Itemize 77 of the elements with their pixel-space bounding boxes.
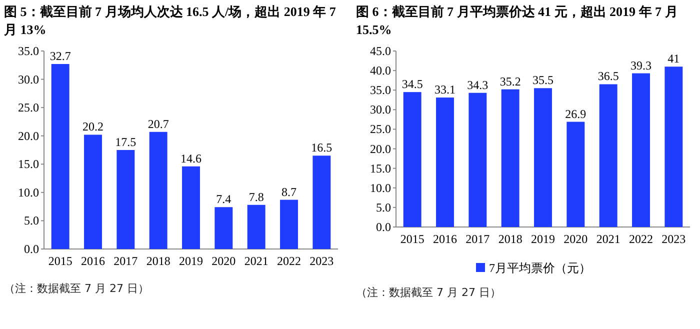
x-tick-label: 2021 bbox=[244, 254, 268, 268]
data-label: 39.3 bbox=[630, 58, 652, 72]
x-tick-label: 2021 bbox=[596, 232, 620, 246]
bar bbox=[664, 66, 683, 227]
x-tick-label: 2019 bbox=[179, 254, 203, 268]
data-label: 20.7 bbox=[148, 116, 169, 131]
x-tick-label: 2019 bbox=[531, 232, 555, 246]
data-label: 33.1 bbox=[434, 82, 456, 97]
bar bbox=[599, 84, 618, 227]
x-tick-label: 2015 bbox=[400, 232, 424, 246]
text: （注：数据截至 7 月 27 日） bbox=[356, 285, 502, 300]
bar bbox=[468, 92, 487, 227]
x-tick-label: 2023 bbox=[662, 232, 686, 246]
data-label: 26.9 bbox=[565, 106, 586, 121]
x-tick-label: 2023 bbox=[310, 254, 334, 268]
y-tick-label: 35.0 bbox=[370, 83, 391, 98]
x-tick-label: 2018 bbox=[146, 254, 170, 268]
data-label: 32.7 bbox=[50, 49, 71, 64]
y-tick-label: 40.0 bbox=[370, 64, 391, 78]
bar bbox=[566, 122, 585, 227]
y-tick-label: 25.0 bbox=[370, 122, 391, 136]
bar bbox=[84, 134, 102, 249]
x-tick-label: 2020 bbox=[212, 254, 236, 268]
y-tick-label: 15.0 bbox=[370, 161, 391, 176]
bar bbox=[534, 88, 552, 227]
data-label: 34.5 bbox=[402, 77, 423, 92]
y-tick-label: 45.0 bbox=[370, 44, 391, 58]
data-label: 35.2 bbox=[500, 74, 521, 88]
data-label: 7.4 bbox=[216, 192, 232, 206]
data-label: 8.7 bbox=[282, 184, 296, 199]
y-tick-label: 35.0 bbox=[18, 44, 39, 58]
y-tick-label: 20.0 bbox=[18, 128, 39, 143]
bar bbox=[632, 73, 650, 227]
x-tick-label: 2018 bbox=[498, 232, 522, 246]
chart-title: 图 6：截至目前 7 月平均票价达 41 元，超出 2019 年 7 月 15.5% bbox=[356, 3, 679, 39]
y-tick-label: 25.0 bbox=[18, 100, 39, 115]
chart-title: 图 5：截至目前 7 月场均人次达 16.5 人/场，超出 2019 年 7 月 13% bbox=[4, 3, 337, 39]
data-label: 36.5 bbox=[598, 69, 619, 84]
y-tick-label: 20.0 bbox=[370, 142, 391, 156]
y-tick-label: 30.0 bbox=[370, 102, 391, 117]
bar bbox=[182, 166, 200, 249]
text: （注：数据截至 7 月 27 日） bbox=[4, 281, 150, 296]
y-tick-label: 0.0 bbox=[24, 242, 39, 256]
x-tick-label: 2017 bbox=[114, 254, 138, 268]
y-tick-label: 10.0 bbox=[370, 180, 391, 195]
data-label: 14.6 bbox=[180, 151, 202, 166]
data-label: 35.5 bbox=[532, 73, 554, 88]
bar bbox=[149, 132, 168, 249]
y-tick-label: 5.0 bbox=[376, 200, 391, 214]
bar bbox=[280, 200, 298, 249]
bar bbox=[247, 204, 266, 249]
y-tick-label: 15.0 bbox=[18, 157, 39, 172]
bar bbox=[116, 150, 135, 249]
data-label: 16.5 bbox=[311, 140, 332, 155]
bar bbox=[51, 64, 70, 249]
bar bbox=[214, 207, 233, 249]
data-label: 34.3 bbox=[467, 78, 488, 92]
y-tick-label: 5.0 bbox=[24, 214, 39, 228]
x-tick-label: 2020 bbox=[564, 232, 588, 246]
x-tick-label: 2015 bbox=[48, 254, 72, 268]
data-label: 41 bbox=[668, 52, 680, 66]
x-tick-label: 2022 bbox=[277, 254, 301, 268]
x-tick-label: 2017 bbox=[466, 232, 490, 246]
y-tick-label: 30.0 bbox=[18, 72, 39, 86]
bar bbox=[436, 98, 454, 227]
legend-label: 7月平均票价（元） bbox=[489, 261, 591, 275]
bar bbox=[403, 92, 422, 227]
bar bbox=[501, 89, 520, 227]
y-tick-label: 0.0 bbox=[376, 220, 391, 234]
data-label: 20.2 bbox=[82, 120, 104, 134]
x-tick-label: 2016 bbox=[433, 232, 457, 246]
data-label: 17.5 bbox=[115, 135, 136, 149]
bar bbox=[312, 156, 331, 249]
x-tick-label: 2022 bbox=[629, 232, 653, 246]
y-tick-label: 10.0 bbox=[18, 185, 39, 200]
x-tick-label: 2016 bbox=[81, 254, 105, 268]
data-label: 7.8 bbox=[248, 190, 264, 204]
